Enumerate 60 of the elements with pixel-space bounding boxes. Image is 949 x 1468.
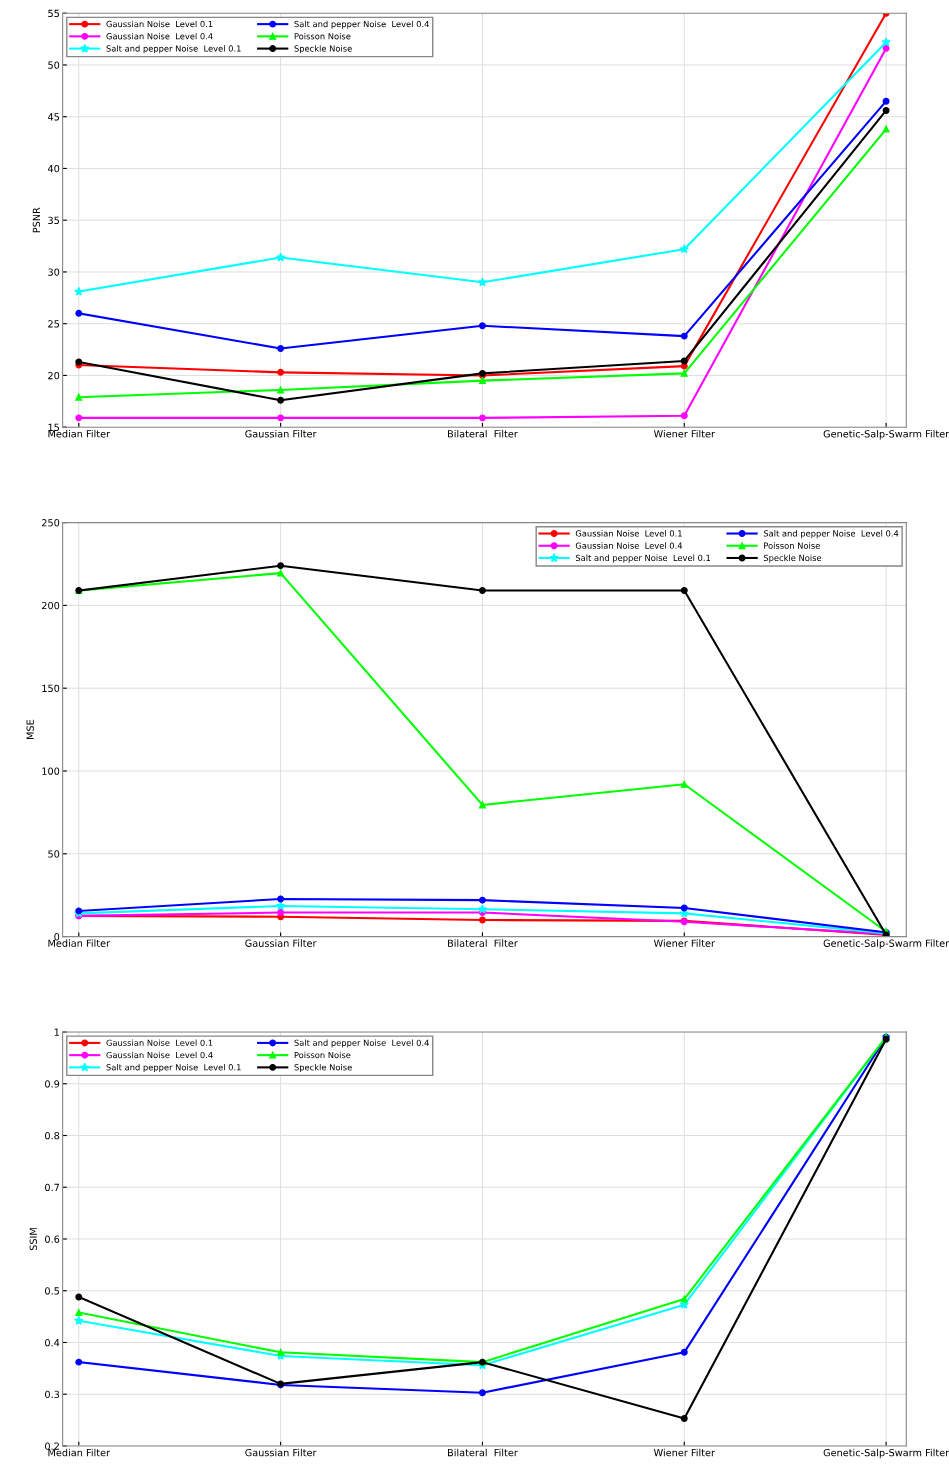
legend-label: Salt and pepper Noise Level 0.1 xyxy=(106,1063,241,1073)
legend-label: Gaussian Noise Level 0.4 xyxy=(106,32,213,40)
x-tick-label: Median Filter xyxy=(48,939,111,947)
legend-label: Salt and pepper Noise Level 0.4 xyxy=(763,530,899,539)
y-tick-label: 25 xyxy=(48,320,60,328)
legend-label: Salt and pepper Noise Level 0.4 xyxy=(294,1039,429,1048)
legend-label: Speckle Noise xyxy=(294,45,352,54)
x-tick-label: Median Filter xyxy=(48,1448,111,1457)
x-tick-label: Median Filter xyxy=(48,429,111,438)
x-tick-label: Genetic-Salp-Swarm Filter xyxy=(823,429,949,440)
y-tick-label: 100 xyxy=(42,767,60,775)
y-tick-label: 0.7 xyxy=(45,1183,60,1192)
y-tick-label: 40 xyxy=(47,164,60,173)
x-tick-label: Bilateral Filter xyxy=(448,939,518,947)
y-tick-label: 50 xyxy=(48,850,60,858)
y-tick-label: 35 xyxy=(48,216,60,225)
y-tick-label: 0.6 xyxy=(45,1235,60,1243)
y-tick-label: 1 xyxy=(54,1028,59,1036)
y-tick-label: 55 xyxy=(48,9,60,18)
y-tick-label: 15 xyxy=(48,423,60,432)
legend-label: Speckle Noise xyxy=(763,554,822,563)
y-axis-title: MSE xyxy=(26,719,34,739)
y-tick-label: 0.5 xyxy=(45,1287,60,1295)
y-tick-label: 250 xyxy=(42,519,60,527)
y-tick-label: 20 xyxy=(48,371,60,380)
legend-label: Poisson Noise xyxy=(294,32,351,40)
y-axis-title: SSIM xyxy=(29,1228,37,1251)
legend-label: Gaussian Noise Level 0.1 xyxy=(106,1039,213,1046)
x-tick-label: Genetic-Salp-Swarm Filter xyxy=(823,939,949,949)
legend-label: Gaussian Noise Level 0.1 xyxy=(575,530,682,537)
legend-label: Salt and pepper Noise Level 0.1 xyxy=(106,45,241,54)
y-tick-label: 0.2 xyxy=(45,1442,59,1450)
y-tick-label: 0.4 xyxy=(45,1338,60,1347)
x-tick-label: Wiener Filter xyxy=(653,1448,715,1457)
y-tick-label: 45 xyxy=(47,113,60,121)
legend-label: Gaussian Noise Level 0.4 xyxy=(575,542,683,549)
y-tick-label: 30 xyxy=(48,268,60,276)
legend-label: Speckle Noise xyxy=(294,1063,352,1073)
legend-label: Salt and pepper Noise Level 0.4 xyxy=(294,20,429,29)
x-tick-label: Bilateral Filter xyxy=(448,1448,518,1457)
y-tick-label: 0.9 xyxy=(45,1080,60,1088)
x-tick-label: Gaussian Filter xyxy=(245,1448,317,1457)
legend-label: Gaussian Noise Level 0.4 xyxy=(106,1051,213,1059)
x-tick-label: Wiener Filter xyxy=(653,429,715,438)
y-axis-title: PSNR xyxy=(32,207,41,233)
legend-label: Salt and pepper Noise Level 0.1 xyxy=(575,554,711,563)
x-tick-label: Wiener Filter xyxy=(653,939,715,947)
y-tick-label: 50 xyxy=(48,61,60,69)
y-tick-label: 0 xyxy=(54,933,60,941)
x-tick-label: Genetic-Salp-Swarm Filter xyxy=(823,1448,949,1459)
y-tick-label: 0.3 xyxy=(45,1390,60,1399)
legend-label: Poisson Noise xyxy=(294,1051,351,1059)
y-tick-label: 150 xyxy=(42,684,60,693)
x-tick-label: Bilateral Filter xyxy=(448,429,518,438)
legend-label: Poisson Noise xyxy=(764,542,820,549)
x-tick-label: Gaussian Filter xyxy=(245,429,317,438)
y-tick-label: 200 xyxy=(42,601,60,610)
x-tick-label: Gaussian Filter xyxy=(245,939,317,947)
legend-label: Gaussian Noise Level 0.1 xyxy=(106,20,213,28)
y-tick-label: 0.8 xyxy=(45,1131,60,1140)
